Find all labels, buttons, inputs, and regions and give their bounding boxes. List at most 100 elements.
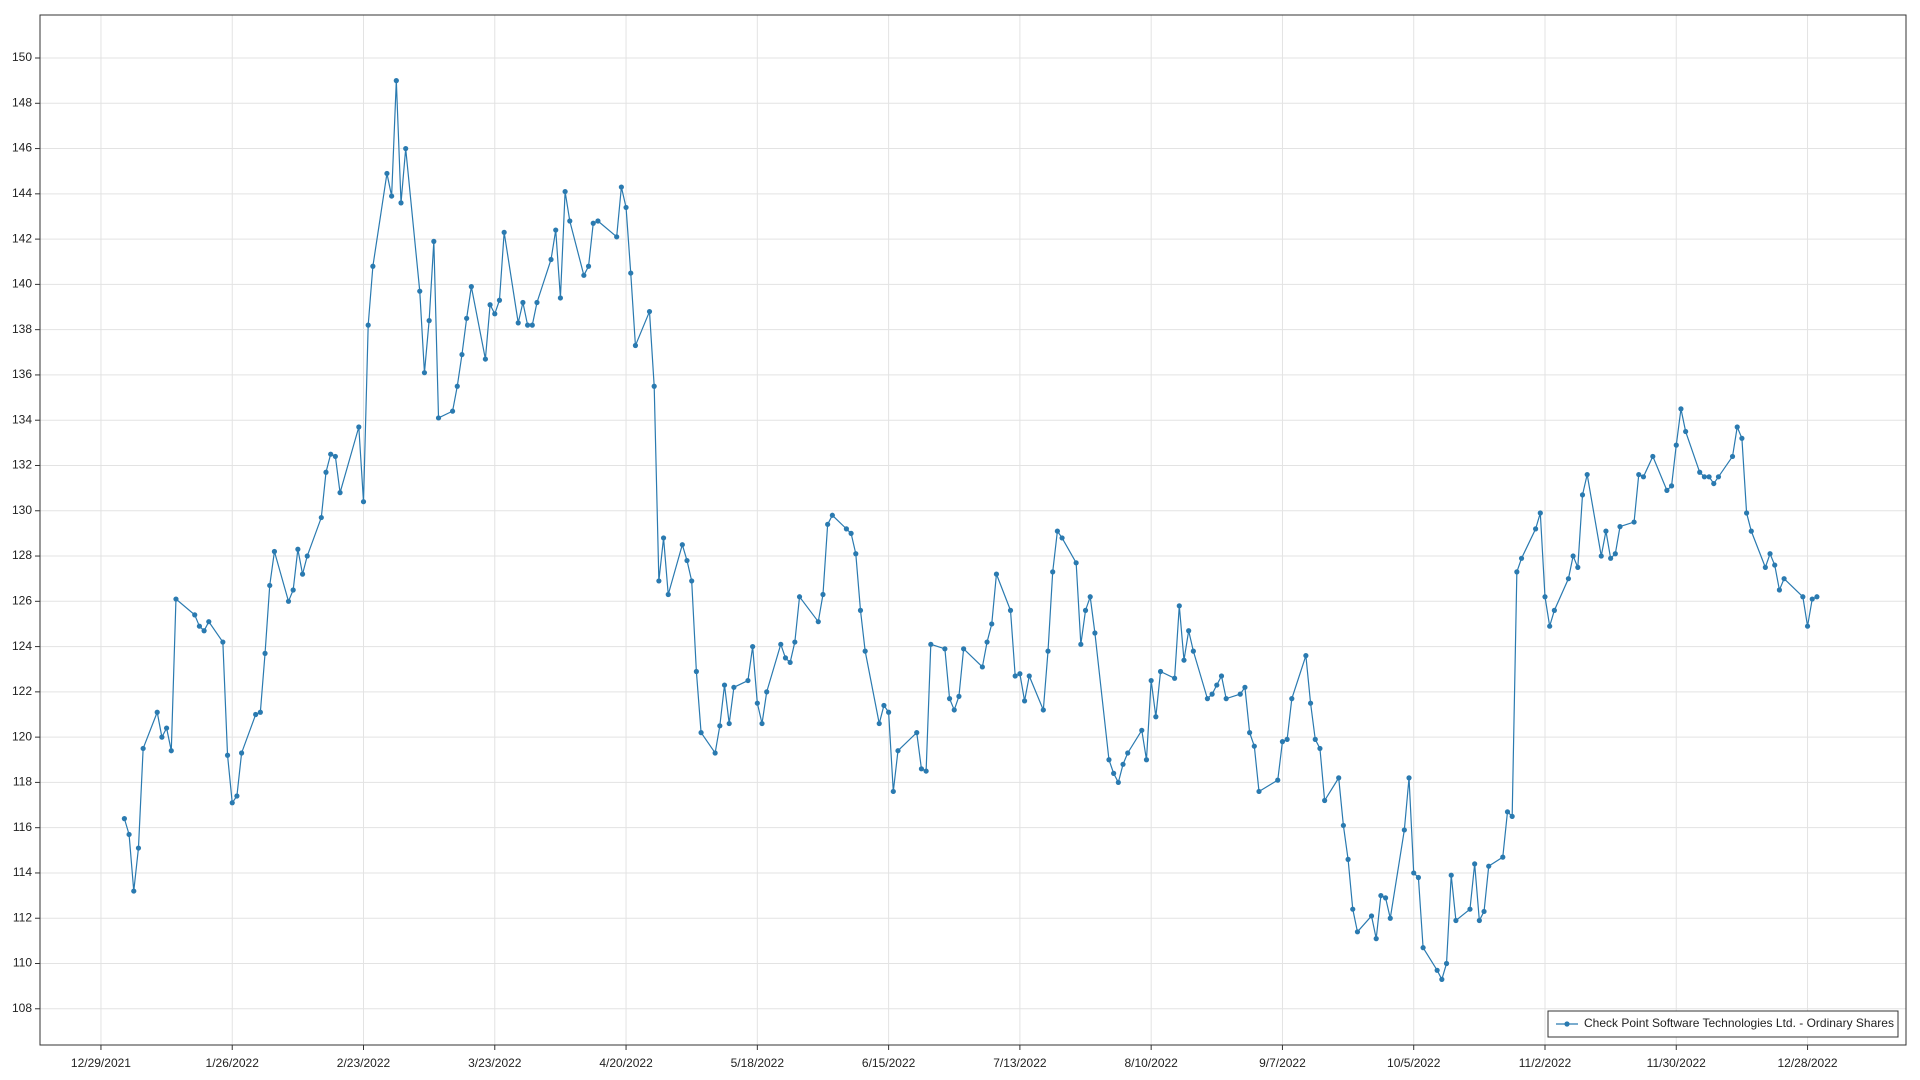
point <box>1776 587 1783 593</box>
point <box>496 297 503 303</box>
point <box>131 888 137 894</box>
point <box>1767 551 1773 557</box>
point <box>881 702 887 709</box>
point <box>1439 976 1445 982</box>
point <box>1317 745 1323 752</box>
point <box>234 793 240 799</box>
point <box>825 521 831 527</box>
point <box>1668 483 1675 489</box>
y-tick-label: 120 <box>12 729 32 743</box>
point <box>1729 453 1736 460</box>
y-tick-label: 112 <box>13 910 32 924</box>
point <box>1434 967 1440 973</box>
point <box>449 408 456 414</box>
point <box>1153 714 1159 720</box>
point <box>206 619 212 625</box>
point <box>1115 779 1121 786</box>
point <box>159 734 165 740</box>
point <box>1603 528 1609 534</box>
point <box>398 200 404 206</box>
point <box>1800 594 1806 600</box>
point <box>1279 739 1286 745</box>
point <box>1809 596 1815 602</box>
point <box>1584 471 1590 478</box>
point <box>585 263 592 269</box>
x-tick-label: 4/20/2022 <box>599 1056 653 1070</box>
y-tick-label: 140 <box>12 277 32 291</box>
point <box>1476 917 1482 924</box>
point <box>1547 623 1553 629</box>
point <box>1650 453 1656 460</box>
point <box>1368 913 1375 919</box>
point <box>492 311 498 317</box>
point <box>1275 777 1281 783</box>
point <box>632 342 639 349</box>
point <box>1289 696 1295 702</box>
point <box>1237 691 1243 697</box>
y-tick-label: 122 <box>12 684 32 698</box>
point <box>328 451 334 457</box>
point <box>1542 594 1548 600</box>
x-tick-label: 12/29/2021 <box>71 1056 131 1070</box>
point <box>1087 594 1093 600</box>
y-tick-label: 148 <box>12 95 32 109</box>
point <box>1673 442 1679 448</box>
point <box>787 659 793 666</box>
point <box>229 800 235 806</box>
point <box>1350 906 1356 912</box>
point <box>726 720 732 727</box>
point <box>1172 675 1178 681</box>
point <box>1598 553 1604 559</box>
point <box>1640 474 1647 480</box>
point <box>843 526 850 532</box>
point <box>956 693 962 699</box>
point <box>876 720 882 727</box>
point <box>1701 474 1707 480</box>
y-tick-label: 114 <box>13 865 32 879</box>
x-tick-label: 8/10/2022 <box>1124 1056 1178 1070</box>
point <box>942 646 948 652</box>
point <box>1078 641 1084 647</box>
point <box>1148 677 1154 684</box>
point <box>1312 736 1318 742</box>
point <box>665 591 671 598</box>
point <box>135 845 142 851</box>
point <box>886 709 892 715</box>
point <box>431 238 437 244</box>
point <box>1307 700 1314 706</box>
point <box>220 639 226 645</box>
point <box>1251 743 1257 749</box>
point <box>318 514 324 521</box>
point <box>656 578 662 584</box>
point <box>595 218 601 224</box>
point <box>426 318 432 324</box>
point <box>750 643 756 650</box>
point <box>403 145 409 152</box>
x-tick-label: 12/28/2022 <box>1778 1056 1838 1070</box>
point <box>1697 469 1703 475</box>
point <box>651 383 657 389</box>
point <box>487 302 493 308</box>
point <box>1608 555 1614 561</box>
point <box>192 612 198 618</box>
point <box>389 193 395 199</box>
point <box>623 204 629 211</box>
point <box>290 587 296 593</box>
point <box>173 596 179 602</box>
point <box>660 535 667 541</box>
point <box>1214 682 1220 688</box>
point <box>961 646 967 652</box>
point <box>1186 628 1192 634</box>
point <box>1406 775 1412 781</box>
point <box>1336 775 1342 781</box>
y-tick-label: 108 <box>12 1001 32 1015</box>
point <box>890 788 896 795</box>
point <box>154 709 160 715</box>
point <box>1472 861 1478 867</box>
x-tick-label: 6/15/2022 <box>862 1056 916 1070</box>
point <box>829 512 835 518</box>
point <box>1139 727 1145 733</box>
y-tick-label: 134 <box>12 412 32 426</box>
